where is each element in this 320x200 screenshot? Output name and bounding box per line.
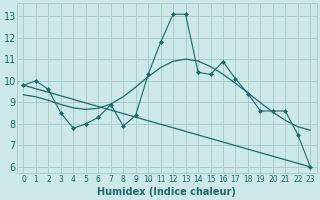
X-axis label: Humidex (Indice chaleur): Humidex (Indice chaleur) xyxy=(98,187,236,197)
